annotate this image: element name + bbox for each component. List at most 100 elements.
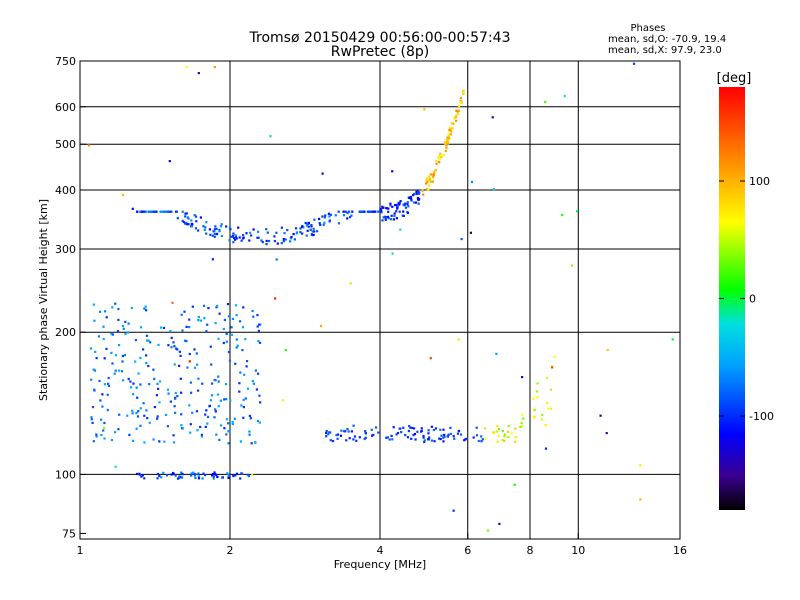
data-point: [328, 431, 331, 434]
data-point: [420, 427, 423, 430]
data-point: [238, 382, 241, 385]
data-point: [259, 401, 262, 404]
data-point: [239, 440, 242, 443]
data-point: [231, 234, 234, 238]
data-point: [134, 339, 137, 342]
data-point: [475, 426, 478, 429]
data-point: [307, 225, 310, 228]
data-point: [514, 435, 518, 439]
data-point: [173, 363, 176, 366]
y-tick-label: 100: [55, 468, 76, 481]
data-point: [132, 439, 135, 442]
data-point: [157, 343, 160, 346]
data-point: [234, 362, 237, 365]
data-point: [387, 207, 390, 210]
data-point: [184, 339, 187, 342]
data-point: [429, 173, 432, 176]
data-point: [102, 337, 105, 341]
data-point: [168, 160, 171, 163]
data-point: [106, 408, 109, 412]
data-point: [204, 425, 207, 428]
data-point: [371, 434, 374, 437]
data-point: [98, 379, 101, 382]
data-point: [190, 225, 193, 228]
data-point: [131, 412, 134, 415]
data-point: [247, 475, 250, 478]
data-point: [204, 413, 207, 416]
data-point: [203, 304, 206, 307]
data-point: [251, 309, 254, 313]
data-point: [427, 438, 430, 441]
data-point: [244, 338, 247, 341]
data-point: [114, 354, 118, 357]
data-point: [213, 416, 216, 419]
data-point: [417, 198, 420, 202]
data-point: [363, 437, 366, 441]
data-point: [280, 242, 283, 245]
data-point: [235, 314, 238, 317]
data-point: [174, 411, 177, 414]
data-point: [396, 207, 399, 210]
data-point: [273, 240, 276, 243]
data-point: [93, 319, 96, 322]
data-point: [407, 429, 410, 433]
data-point: [339, 434, 342, 437]
data-point: [180, 313, 183, 316]
data-point: [233, 238, 237, 241]
data-point: [157, 387, 160, 390]
data-point: [201, 477, 204, 480]
data-point: [258, 341, 262, 344]
data-point: [248, 239, 251, 242]
data-point: [230, 326, 233, 329]
data-point: [136, 472, 139, 476]
data-point: [510, 432, 513, 435]
data-point: [229, 228, 232, 231]
data-point: [322, 223, 325, 226]
data-point: [123, 354, 126, 357]
data-point: [185, 325, 188, 328]
data-point: [599, 414, 602, 417]
data-point: [114, 465, 117, 468]
data-point: [412, 434, 415, 437]
data-point: [413, 192, 416, 195]
data-point: [194, 473, 197, 476]
data-point: [180, 424, 183, 427]
data-point: [225, 418, 229, 421]
data-point: [218, 312, 221, 315]
data-point: [180, 413, 183, 416]
data-point: [209, 399, 212, 402]
data-point: [171, 301, 174, 304]
data-point: [210, 394, 214, 397]
data-point: [416, 430, 419, 433]
data-point: [497, 435, 500, 438]
data-point: [532, 397, 535, 400]
data-point: [110, 351, 113, 354]
data-point: [160, 476, 163, 479]
data-point: [249, 417, 252, 420]
data-point: [186, 216, 189, 219]
data-point: [239, 477, 242, 480]
data-point: [100, 418, 103, 421]
data-point: [136, 415, 140, 418]
data-point: [225, 332, 228, 335]
data-point: [408, 425, 411, 428]
data-point: [335, 434, 338, 437]
data-point: [423, 439, 426, 442]
data-point: [148, 383, 151, 386]
data-point: [459, 433, 463, 436]
data-point: [331, 440, 335, 443]
data-point: [412, 201, 416, 204]
data-point: [143, 414, 146, 417]
data-point: [218, 230, 221, 233]
data-point: [345, 439, 348, 442]
data-point: [427, 188, 430, 191]
data-point: [497, 428, 500, 431]
data-point: [199, 216, 202, 219]
data-point: [142, 402, 145, 405]
data-point: [351, 210, 354, 213]
data-point: [90, 416, 93, 419]
data-point: [310, 225, 313, 228]
data-point: [190, 222, 193, 225]
data-point: [252, 382, 255, 385]
data-point: [323, 221, 326, 224]
